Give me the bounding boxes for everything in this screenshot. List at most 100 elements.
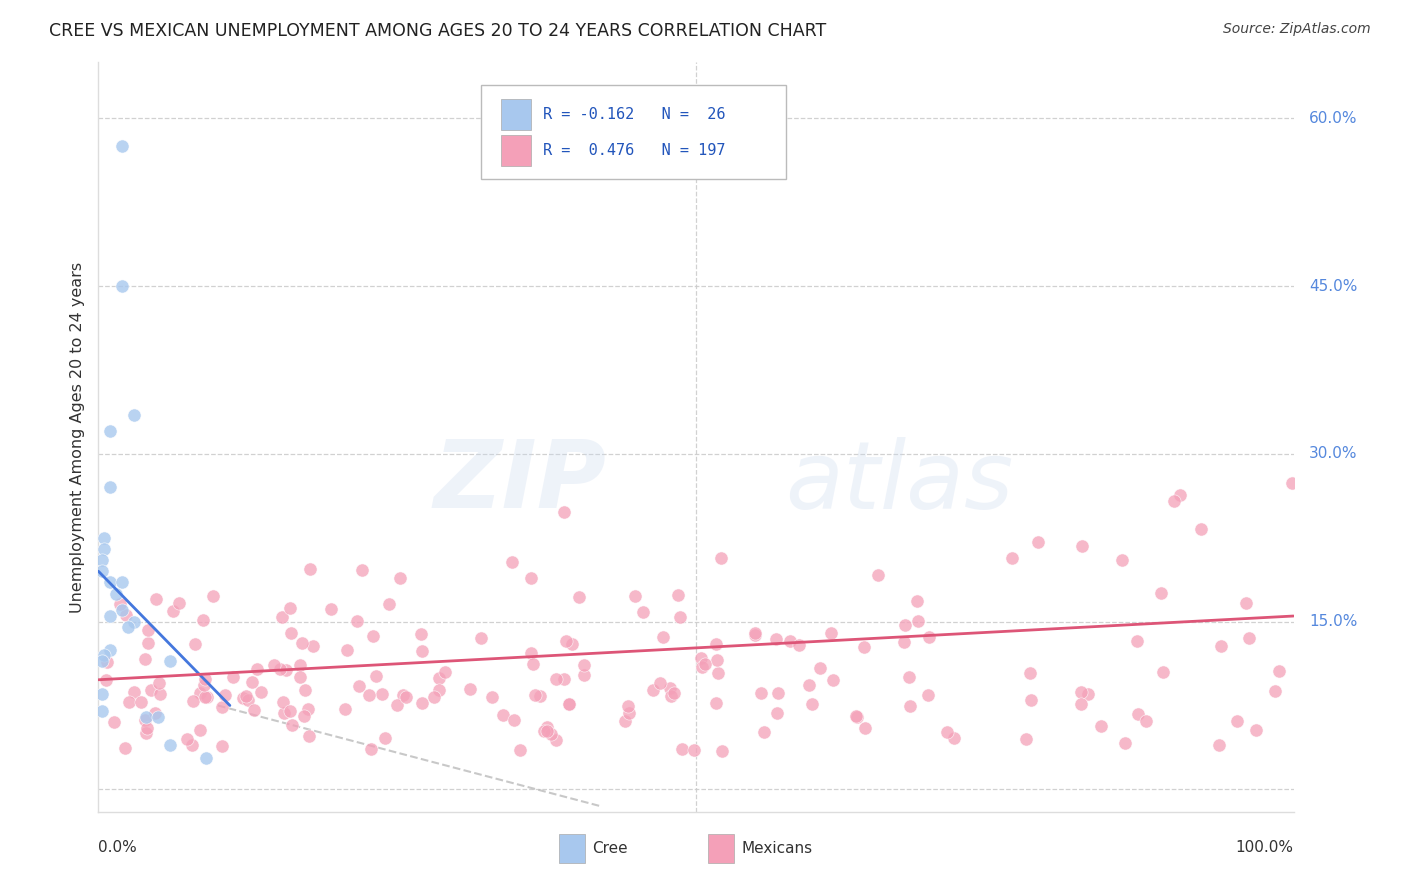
Point xyxy=(522,657,544,671)
Point xyxy=(134,714,156,728)
Point xyxy=(129,695,152,709)
Point xyxy=(274,663,297,677)
Point xyxy=(561,637,583,651)
Point xyxy=(704,696,727,710)
Point xyxy=(135,726,157,740)
Point xyxy=(710,551,733,566)
Point xyxy=(520,571,543,585)
Point xyxy=(134,652,156,666)
Point xyxy=(779,634,801,648)
Point xyxy=(148,687,170,701)
Point xyxy=(1070,685,1092,699)
Text: R =  0.476   N = 197: R = 0.476 N = 197 xyxy=(543,144,725,158)
Point xyxy=(666,588,689,602)
Point xyxy=(568,591,591,605)
Point xyxy=(935,725,957,739)
Point xyxy=(96,673,118,687)
Point xyxy=(553,672,575,686)
Point xyxy=(335,702,357,716)
Point xyxy=(690,660,713,674)
Point xyxy=(195,751,218,765)
Point xyxy=(118,695,141,709)
Point xyxy=(1246,723,1268,737)
Point xyxy=(557,697,579,711)
Point xyxy=(159,654,181,668)
Point xyxy=(502,713,524,727)
Point xyxy=(298,562,321,576)
Point xyxy=(546,732,568,747)
Point xyxy=(98,425,122,439)
Point xyxy=(273,706,295,720)
Point xyxy=(111,139,134,153)
Point xyxy=(391,689,413,703)
Point xyxy=(370,687,392,701)
Point xyxy=(866,568,889,582)
Point xyxy=(292,709,315,723)
Text: Mexicans: Mexicans xyxy=(741,841,813,856)
Point xyxy=(894,618,917,632)
Point xyxy=(395,690,418,704)
Point xyxy=(491,708,513,723)
Point xyxy=(458,681,481,696)
Point xyxy=(350,563,373,577)
Point xyxy=(110,597,132,611)
Point xyxy=(533,724,555,739)
Point xyxy=(800,698,823,712)
Point xyxy=(347,680,370,694)
Point xyxy=(148,676,170,690)
Point xyxy=(194,690,217,704)
Point xyxy=(93,541,115,556)
FancyBboxPatch shape xyxy=(501,135,531,167)
Point xyxy=(117,620,139,634)
Point xyxy=(111,603,134,617)
Point xyxy=(574,657,596,672)
Point xyxy=(1268,664,1291,678)
Point xyxy=(1071,539,1094,553)
Point xyxy=(787,638,810,652)
Point xyxy=(1211,639,1233,653)
Point xyxy=(136,624,159,638)
Point xyxy=(136,636,159,650)
FancyBboxPatch shape xyxy=(481,85,786,178)
Point xyxy=(360,742,382,756)
Point xyxy=(359,688,381,702)
Point xyxy=(529,690,551,704)
Point xyxy=(122,685,145,699)
Point xyxy=(135,709,157,723)
Point xyxy=(706,653,728,667)
Point xyxy=(1281,476,1303,491)
Point xyxy=(280,601,302,615)
Point xyxy=(658,681,681,696)
Text: Source: ZipAtlas.com: Source: ZipAtlas.com xyxy=(1223,22,1371,37)
Point xyxy=(378,597,401,611)
Point xyxy=(246,663,269,677)
Point xyxy=(558,697,581,711)
Point xyxy=(907,593,929,607)
Point xyxy=(98,609,122,624)
Point xyxy=(1168,488,1191,502)
Point xyxy=(411,644,433,658)
Text: CREE VS MEXICAN UNEMPLOYMENT AMONG AGES 20 TO 24 YEARS CORRELATION CHART: CREE VS MEXICAN UNEMPLOYMENT AMONG AGES … xyxy=(49,22,827,40)
Point xyxy=(139,683,162,698)
Point xyxy=(302,640,325,654)
Point xyxy=(1150,586,1173,600)
Point xyxy=(211,699,233,714)
Point xyxy=(124,615,146,629)
Point xyxy=(363,629,385,643)
Point xyxy=(659,689,682,703)
Point xyxy=(520,646,543,660)
Point xyxy=(845,709,868,723)
Point xyxy=(553,506,575,520)
Point xyxy=(263,658,285,673)
Point xyxy=(855,721,877,735)
Point xyxy=(269,662,291,676)
Point xyxy=(707,665,730,680)
Point xyxy=(388,571,411,585)
Point xyxy=(546,672,568,686)
Point xyxy=(176,732,198,747)
Point xyxy=(180,738,202,752)
Point xyxy=(711,744,734,758)
Point xyxy=(706,637,728,651)
Point xyxy=(148,709,170,723)
Point xyxy=(664,686,686,700)
